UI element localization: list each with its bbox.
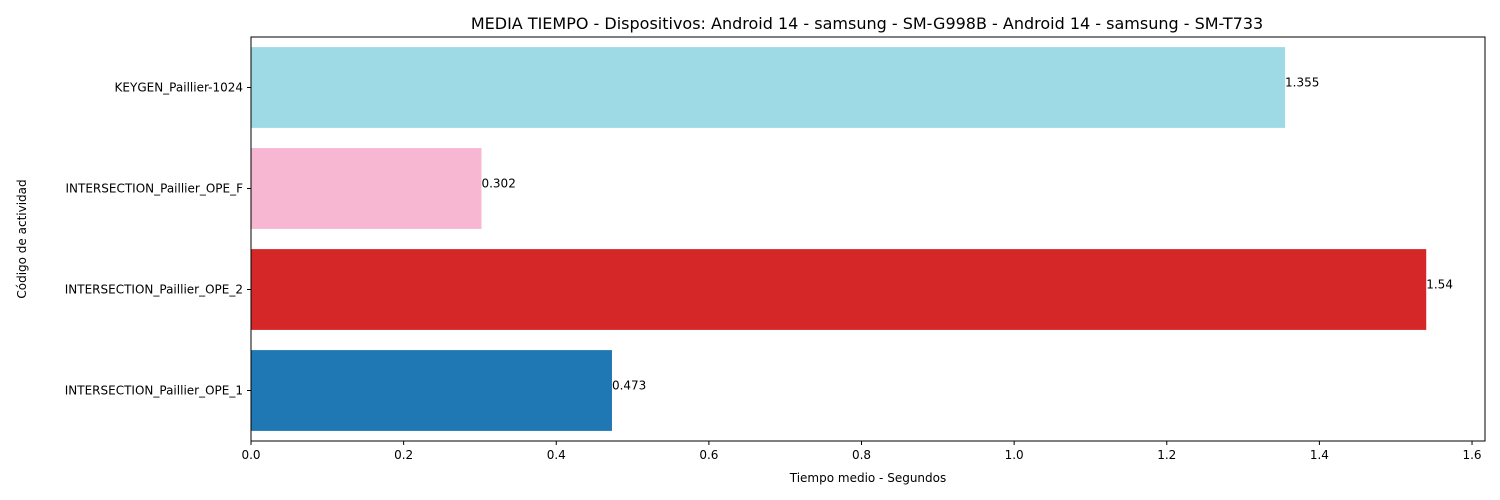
bar-INTERSECTION_Paillier_OPE_F <box>251 148 482 229</box>
x-tick-label: 1.0 <box>1005 448 1024 462</box>
x-axis-title: Tiempo medio - Segundos <box>789 471 947 485</box>
chart-title: MEDIA TIEMPO - Dispositivos: Android 14 … <box>471 14 1263 33</box>
data-label-INTERSECTION_Paillier_OPE_2: 1.54 <box>1426 278 1453 292</box>
x-tick-label: 0.2 <box>394 448 413 462</box>
plot-frame <box>250 36 1486 442</box>
bar-INTERSECTION_Paillier_OPE_1 <box>251 350 612 431</box>
y-tick-label: KEYGEN_Paillier-1024 <box>115 81 243 95</box>
x-tick-label: 0.6 <box>699 448 718 462</box>
x-tick-label: 0.4 <box>547 448 566 462</box>
x-tick-label: 0.0 <box>241 448 260 462</box>
plot-area: 0.473 1.54 0.302 1.355 <box>251 47 1453 431</box>
data-label-INTERSECTION_Paillier_OPE_F: 0.302 <box>481 177 515 191</box>
x-tick-label: 1.2 <box>1157 448 1176 462</box>
x-tick-label: 0.8 <box>852 448 871 462</box>
data-label-INTERSECTION_Paillier_OPE_1: 0.473 <box>612 379 646 393</box>
y-tick-label: INTERSECTION_Paillier_OPE_1 <box>65 384 243 398</box>
x-axis: 0.0 0.2 0.4 0.6 0.8 1.0 1.2 1.4 1.6 <box>241 441 1482 462</box>
x-tick-label: 1.4 <box>1310 448 1329 462</box>
x-tick-label: 1.6 <box>1462 448 1481 462</box>
bar-KEYGEN_Paillier-1024 <box>251 47 1286 128</box>
y-axis-title: Código de actividad <box>15 179 29 298</box>
y-axis: INTERSECTION_Paillier_OPE_1 INTERSECTION_… <box>65 81 251 398</box>
y-tick-label: INTERSECTION_Paillier_OPE_2 <box>65 283 243 297</box>
bar-INTERSECTION_Paillier_OPE_2 <box>251 249 1427 330</box>
y-tick-label: INTERSECTION_Paillier_OPE_F <box>65 182 243 196</box>
data-label-KEYGEN_Paillier-1024: 1.355 <box>1285 76 1319 90</box>
